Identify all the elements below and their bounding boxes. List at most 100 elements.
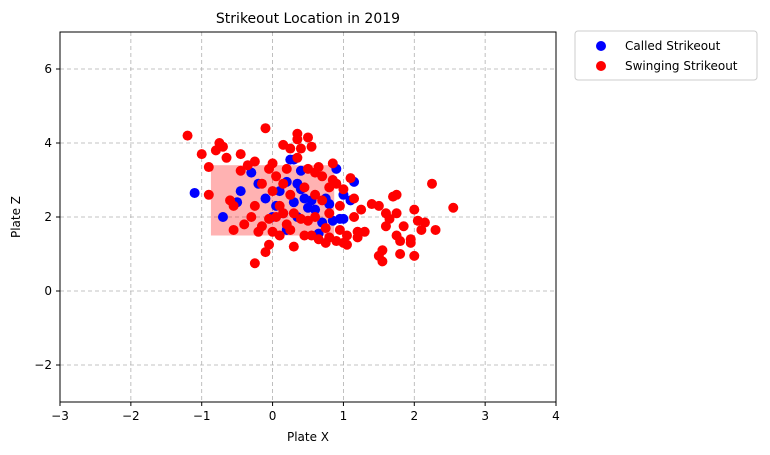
data-point (228, 224, 239, 235)
data-point (310, 212, 321, 222)
data-point (235, 165, 246, 176)
data-point (324, 208, 335, 219)
data-point (260, 123, 271, 134)
data-points (182, 123, 459, 269)
data-point (448, 202, 459, 213)
data-point (303, 132, 313, 143)
data-point (288, 208, 299, 219)
data-point (288, 241, 299, 252)
data-point (334, 200, 345, 211)
data-point (320, 223, 331, 234)
data-point (427, 178, 437, 189)
data-point (274, 186, 285, 197)
data-point (249, 200, 260, 211)
data-point (359, 226, 370, 237)
data-point (356, 204, 367, 215)
x-tick-label: 0 (269, 409, 277, 423)
data-point (349, 193, 360, 204)
series-swinging (182, 123, 459, 269)
data-point (405, 237, 416, 248)
data-point (338, 184, 349, 195)
y-tick-label: 2 (44, 210, 52, 224)
data-point (292, 152, 303, 163)
data-point (285, 189, 296, 200)
data-point (317, 171, 328, 182)
data-point (391, 189, 402, 200)
data-point (352, 232, 363, 243)
data-point (299, 182, 310, 193)
y-tick-label: 0 (44, 284, 52, 298)
x-axis-ticks: −3 −2 −1 0 1 2 3 4 (51, 402, 560, 423)
y-tick-label: 4 (44, 136, 52, 150)
legend-label-swinging: Swinging Strikeout (625, 59, 738, 73)
y-axis-ticks: −2 0 2 4 6 (34, 62, 60, 372)
data-point (182, 130, 193, 141)
data-point (260, 247, 271, 258)
data-point (221, 152, 232, 163)
data-point (430, 224, 441, 235)
data-point (256, 178, 267, 189)
data-point (398, 221, 409, 232)
data-point (196, 149, 207, 160)
data-point (380, 221, 391, 232)
data-point (341, 230, 352, 241)
data-point (334, 224, 345, 235)
data-point (281, 163, 292, 174)
x-axis-label: Plate X (287, 430, 329, 444)
data-point (373, 200, 384, 211)
data-point (345, 173, 356, 184)
x-tick-label: 4 (552, 409, 560, 423)
x-tick-label: −1 (193, 409, 211, 423)
x-tick-label: −2 (122, 409, 140, 423)
data-point (288, 197, 299, 208)
data-point (349, 212, 360, 222)
legend-marker-called (596, 41, 606, 51)
data-point (235, 186, 246, 197)
data-point (317, 195, 328, 206)
data-point (246, 212, 257, 222)
data-point (303, 202, 313, 213)
data-point (295, 143, 306, 154)
data-point (267, 158, 278, 169)
data-point (306, 230, 317, 241)
data-point (260, 193, 271, 204)
data-point (274, 230, 285, 241)
data-point (409, 250, 420, 261)
data-point (331, 178, 342, 189)
data-point (416, 224, 427, 235)
data-point (341, 239, 352, 250)
data-point (285, 143, 296, 154)
chart-title: Strikeout Location in 2019 (216, 11, 400, 27)
data-point (306, 141, 317, 152)
data-point (271, 212, 282, 222)
data-point (310, 189, 321, 200)
data-point (327, 158, 338, 169)
y-axis-label: Plate Z (9, 196, 23, 238)
data-point (256, 221, 267, 232)
y-tick-label: −2 (34, 358, 52, 372)
data-point (189, 187, 200, 198)
data-point (278, 178, 289, 189)
data-point (395, 236, 406, 247)
data-point (419, 217, 430, 228)
data-point (203, 189, 214, 200)
x-tick-label: 2 (410, 409, 418, 423)
data-point (409, 204, 420, 215)
data-point (264, 239, 275, 250)
data-point (377, 256, 388, 267)
data-point (313, 162, 324, 173)
data-point (203, 162, 214, 173)
data-point (217, 141, 228, 152)
data-point (391, 208, 402, 219)
data-point (292, 134, 303, 145)
data-point (217, 212, 228, 222)
data-point (377, 245, 388, 256)
y-tick-label: 6 (44, 62, 52, 76)
data-point (249, 156, 260, 167)
data-point (267, 186, 278, 197)
data-point (295, 213, 306, 224)
x-tick-label: 3 (481, 409, 489, 423)
data-point (235, 149, 246, 160)
data-point (384, 213, 395, 224)
data-point (271, 171, 282, 182)
